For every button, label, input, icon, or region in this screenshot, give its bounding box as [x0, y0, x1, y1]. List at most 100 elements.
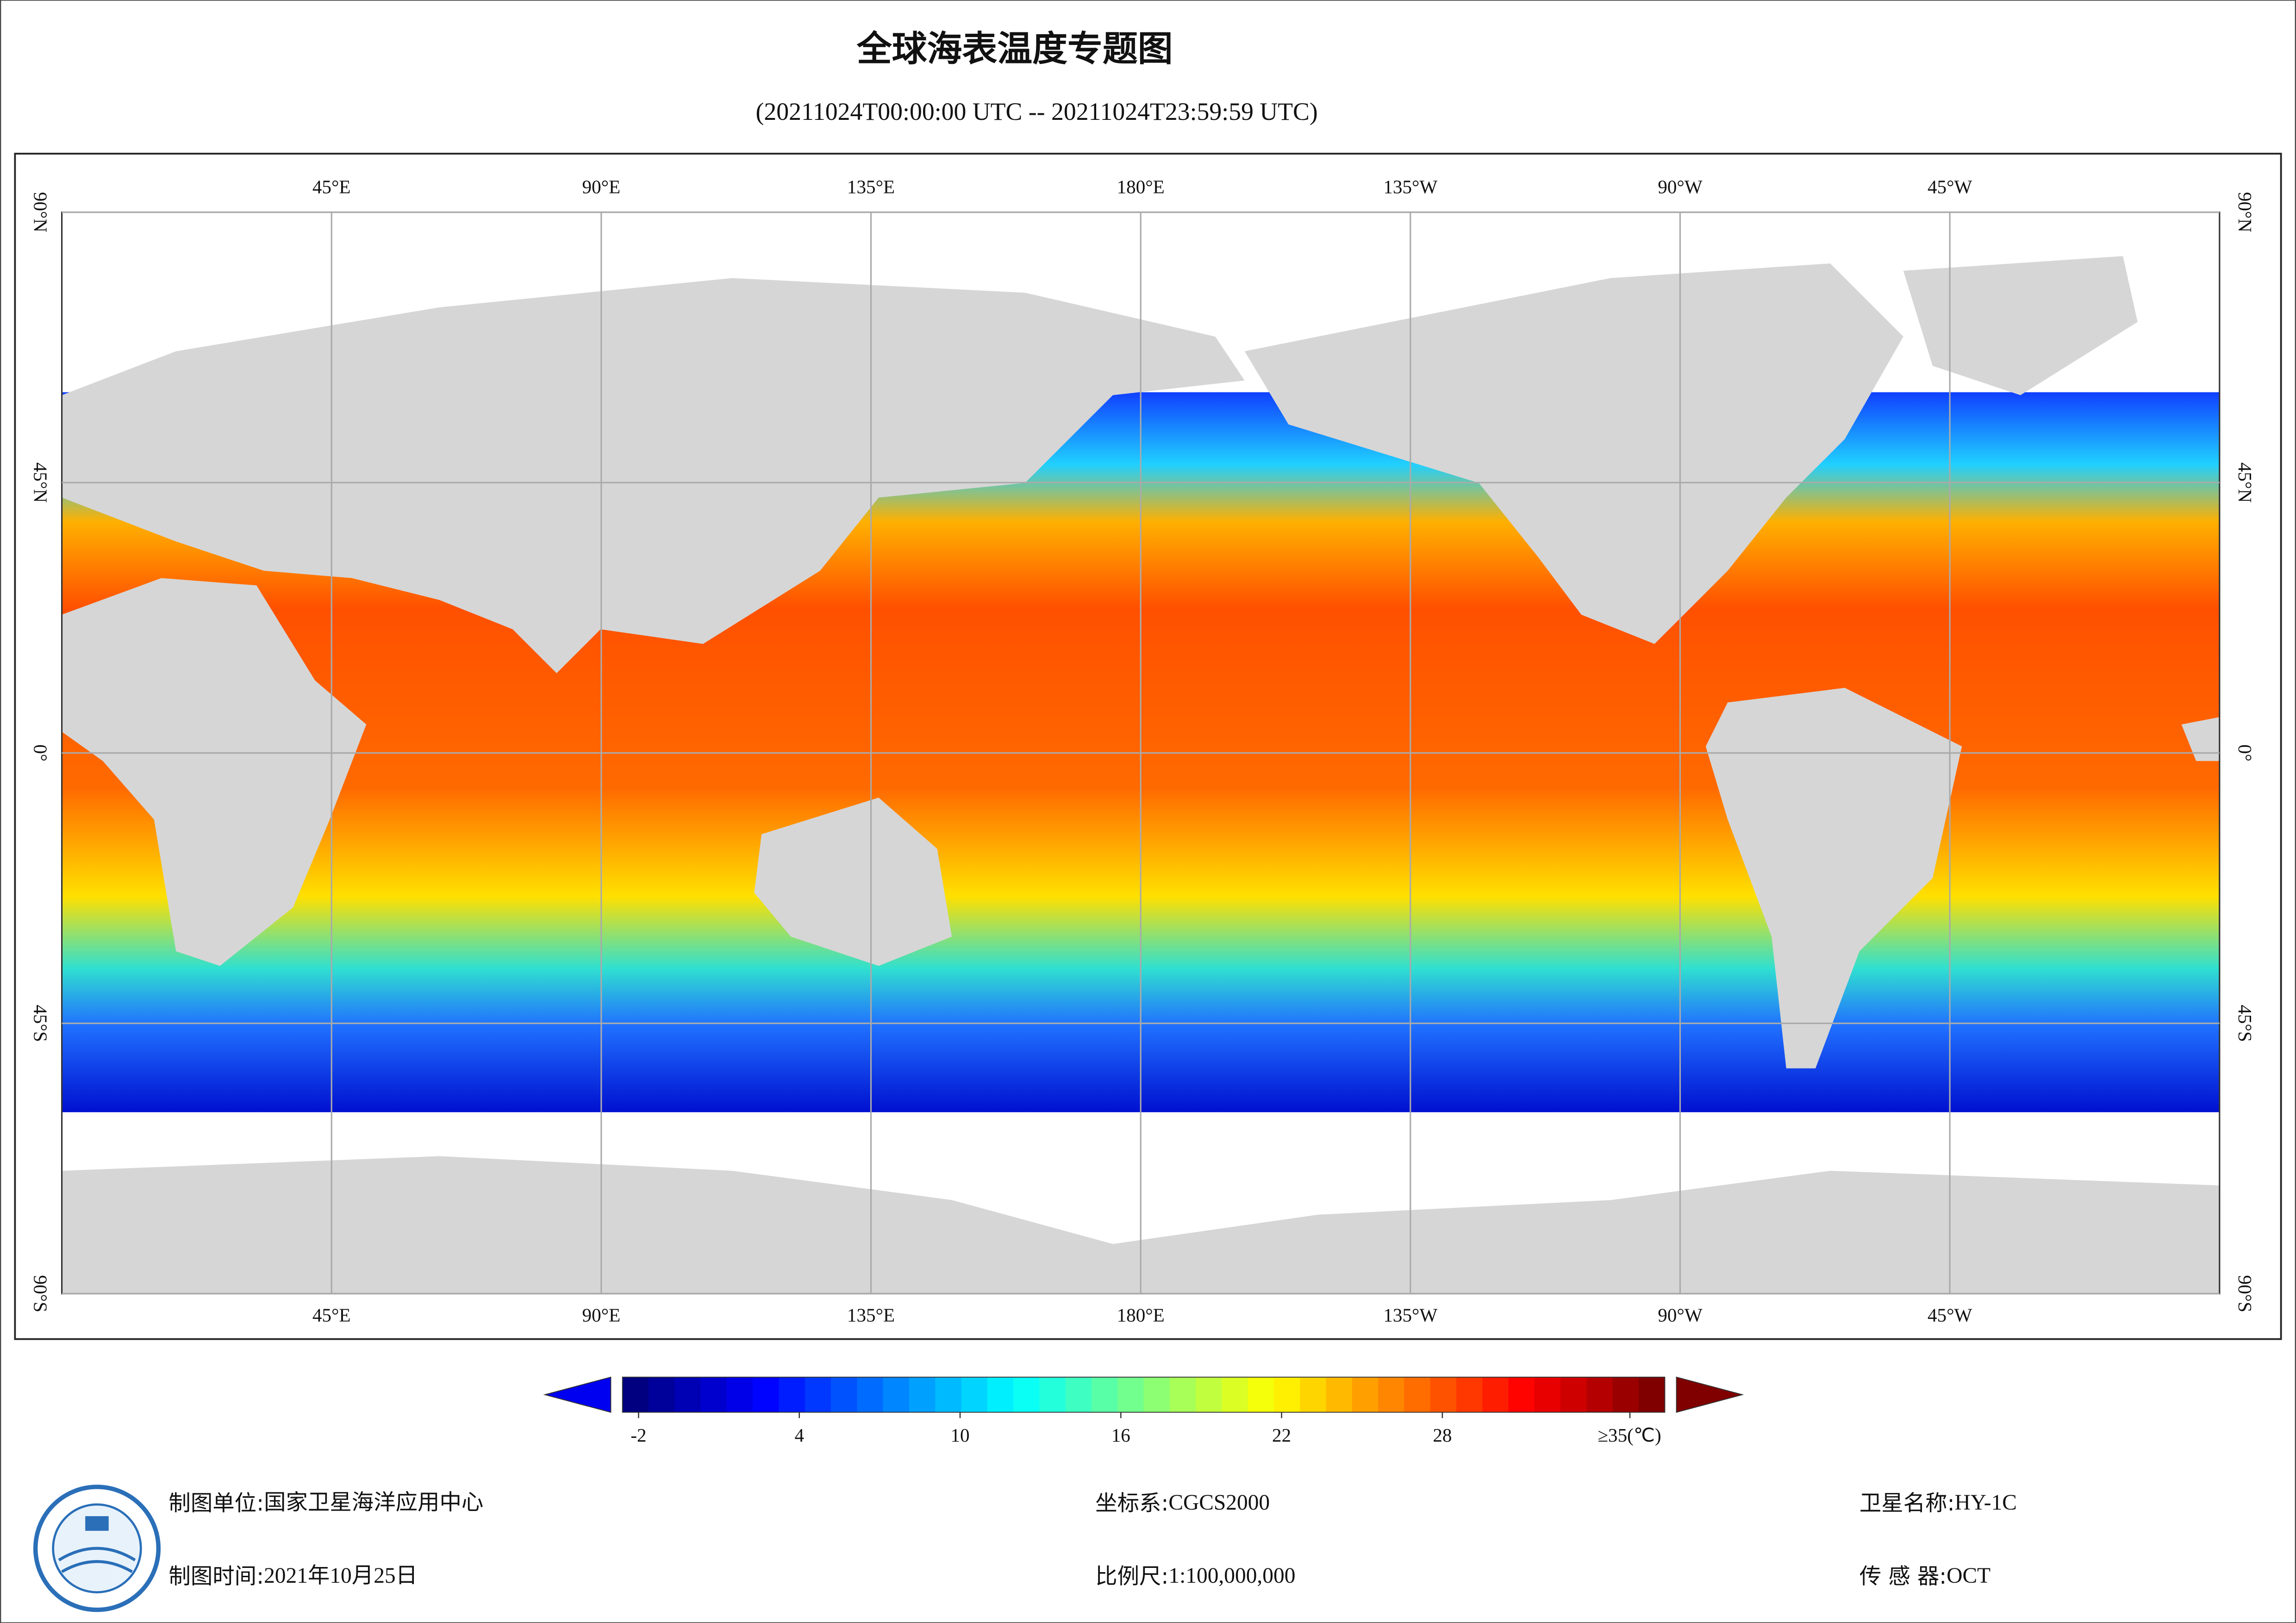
- footer-value: OCT: [1947, 1564, 1990, 1588]
- colorbar-segment: [674, 1377, 701, 1412]
- colorbar-segment: [649, 1377, 675, 1412]
- latitude-label: 90°N: [2234, 192, 2256, 232]
- footer-item: 制图单位:国家卫星海洋应用中心: [168, 1491, 483, 1516]
- colorbar-segment: [1482, 1377, 1509, 1412]
- colorbar-segment: [1039, 1377, 1066, 1412]
- longitude-label: 45°E: [312, 176, 351, 197]
- longitude-label: 135°W: [1383, 176, 1437, 197]
- longitude-label: 45°E: [312, 1305, 351, 1326]
- colorbar-segment: [1612, 1377, 1639, 1412]
- latitude-label: 45°S: [30, 1005, 51, 1042]
- footer-item: 坐标系:CGCS2000: [1095, 1491, 1270, 1516]
- colorbar-segment: [909, 1377, 936, 1412]
- map-frame: [14, 153, 2282, 1340]
- latitude-label: 90°S: [30, 1275, 51, 1312]
- latitude-label: 45°N: [2234, 462, 2256, 503]
- colorbar-segment: [622, 1377, 649, 1412]
- africa: [62, 578, 367, 966]
- colorbar-segment: [857, 1377, 884, 1412]
- colorbar-label: 16: [1111, 1424, 1130, 1446]
- colorbar-segment: [1013, 1377, 1040, 1412]
- latitude-label: 90°N: [30, 192, 51, 232]
- colorbar-segment: [1639, 1377, 1666, 1412]
- greenland: [1903, 256, 2138, 395]
- footer-value: 国家卫星海洋应用中心: [264, 1491, 483, 1515]
- colorbar-label: 22: [1272, 1424, 1291, 1446]
- logo-satellite: [85, 1516, 109, 1531]
- longitude-label: 135°E: [847, 1305, 895, 1326]
- title: 全球海表温度专题图: [856, 29, 1173, 69]
- colorbar-segment: [1430, 1377, 1457, 1412]
- longitude-label: 45°W: [1928, 176, 1972, 197]
- footer-item: 卫星名称:HY-1C: [1859, 1491, 2017, 1516]
- colorbar-segment: [1378, 1377, 1405, 1412]
- map-area: [61, 211, 2221, 1295]
- longitude-label: 45°W: [1928, 1305, 1972, 1326]
- colorbar-segment: [1534, 1377, 1561, 1412]
- colorbar-label: 28: [1433, 1424, 1452, 1446]
- longitude-label: 90°E: [582, 176, 621, 197]
- logo: [33, 1485, 161, 1612]
- footer-label: 卫星名称:: [1859, 1491, 1955, 1516]
- colorbar-segment: [1091, 1377, 1118, 1412]
- footer-value: 2021年10月25日: [264, 1564, 418, 1588]
- colorbar-segment: [1300, 1377, 1327, 1412]
- longitude-label: 180°E: [1117, 1305, 1165, 1326]
- colorbar-segment: [987, 1377, 1014, 1412]
- colorbar-segment: [961, 1377, 988, 1412]
- colorbar-segment: [1456, 1377, 1483, 1412]
- colorbar-segment: [1273, 1377, 1301, 1412]
- colorbar-label: 4: [794, 1424, 804, 1446]
- latitude-label: 0°: [30, 745, 51, 762]
- australia: [754, 797, 952, 966]
- colorbar-segment: [753, 1377, 780, 1412]
- colorbar-segment: [805, 1377, 831, 1412]
- colorbar-segment: [1117, 1377, 1144, 1412]
- footer-item: 比例尺:1:100,000,000: [1095, 1564, 1295, 1589]
- colorbar-low-arrow: [543, 1376, 611, 1413]
- colorbar-high-arrow: [1676, 1376, 1744, 1413]
- latitude-label: 45°N: [30, 462, 51, 503]
- colorbar-segment: [1560, 1377, 1587, 1412]
- footer-label: 坐标系:: [1095, 1491, 1168, 1516]
- colorbar-label: 10: [950, 1424, 969, 1446]
- colorbar-segment: [831, 1377, 858, 1412]
- footer-label: 制图时间:: [168, 1564, 264, 1589]
- longitude-label: 135°E: [847, 176, 895, 197]
- colorbar: -2 4 10 16 22 28 ≥35(℃): [543, 1376, 1744, 1446]
- longitude-label: 90°W: [1658, 176, 1703, 197]
- longitude-label: 90°E: [582, 1305, 621, 1326]
- footer-label: 传 感 器:: [1859, 1564, 1947, 1589]
- colorbar-label: ≥35(℃): [1597, 1424, 1661, 1446]
- colorbar-segment: [883, 1377, 910, 1412]
- colorbar-segment: [1404, 1377, 1431, 1412]
- colorbar-segment: [935, 1377, 962, 1412]
- colorbar-label: -2: [630, 1424, 646, 1446]
- subtitle: (20211024T00:00:00 UTC -- 20211024T23:59…: [756, 98, 1318, 125]
- colorbar-segment: [1222, 1377, 1248, 1412]
- colorbar-segment: [1248, 1377, 1274, 1412]
- latitude-label: 45°S: [2234, 1005, 2256, 1042]
- colorbar-segment: [1065, 1377, 1092, 1412]
- north-america: [1244, 263, 1903, 644]
- footer-value: CGCS2000: [1168, 1491, 1270, 1515]
- footer-label: 比例尺:: [1095, 1564, 1168, 1589]
- colorbar-segment: [700, 1377, 727, 1412]
- longitude-label: 90°W: [1658, 1305, 1703, 1326]
- colorbar-segment: [779, 1377, 805, 1412]
- logo-waves: [58, 1547, 136, 1573]
- footer-value: 1:100,000,000: [1168, 1564, 1295, 1588]
- footer-value: HY-1C: [1955, 1491, 2017, 1515]
- colorbar-segment: [1196, 1377, 1223, 1412]
- footer-item: 制图时间:2021年10月25日: [168, 1564, 418, 1589]
- eurasia: [62, 278, 1245, 673]
- colorbar-segment: [726, 1377, 754, 1412]
- footer-label: 制图单位:: [168, 1491, 264, 1516]
- colorbar-segment: [1326, 1377, 1353, 1412]
- colorbar-segment: [1143, 1377, 1170, 1412]
- colorbar-segment: [1169, 1377, 1197, 1412]
- longitude-label: 180°E: [1117, 176, 1165, 197]
- south-america: [1705, 688, 1962, 1069]
- colorbar-segment: [1508, 1377, 1535, 1412]
